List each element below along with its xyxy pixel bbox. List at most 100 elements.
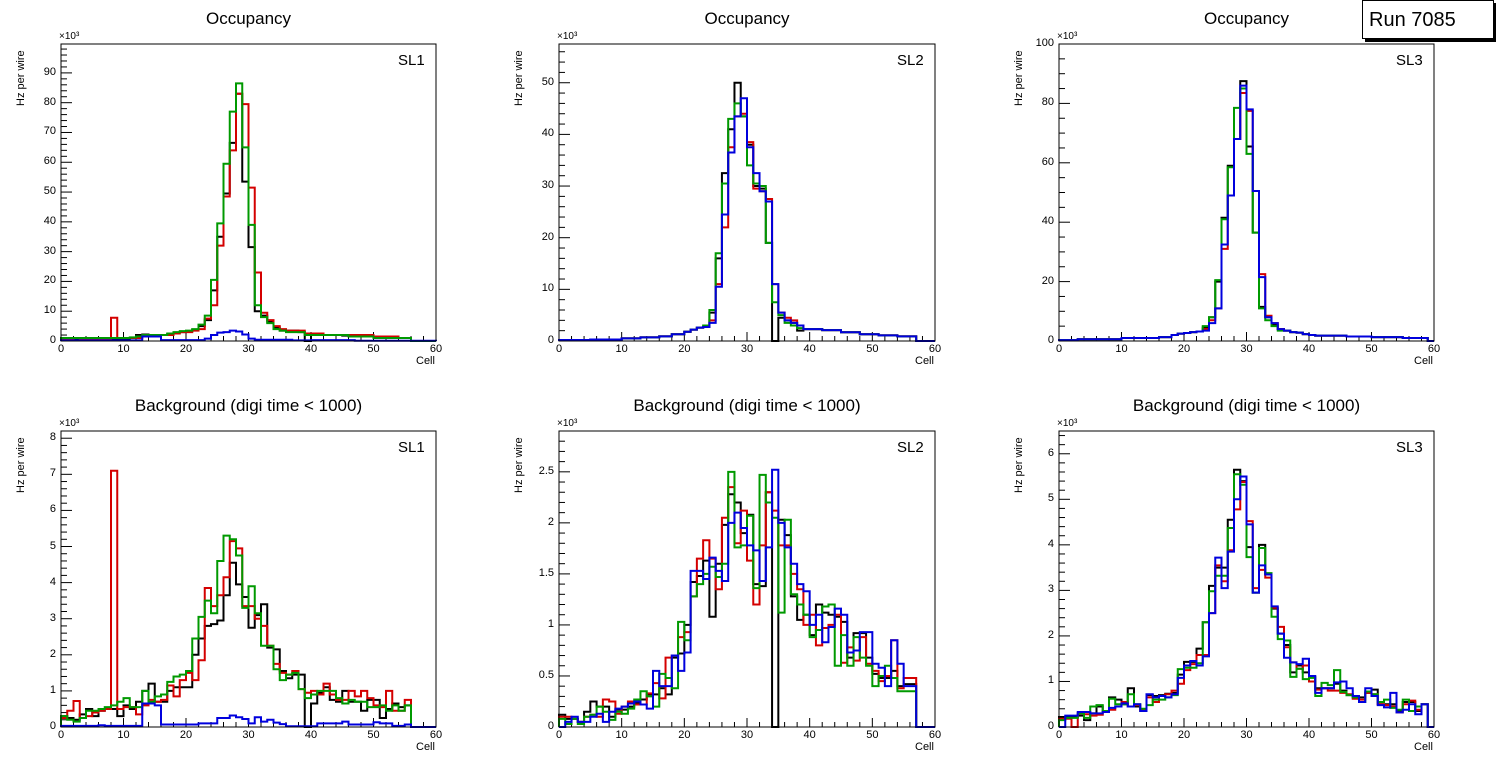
x-tick-label: 50 <box>1365 729 1378 741</box>
histogram-series-line <box>60 702 436 728</box>
x-tick-label: 60 <box>429 729 443 741</box>
y-tick-label: 40 <box>1041 215 1054 228</box>
superlayer-label: SL1 <box>398 52 425 69</box>
y-tick-label: 2 <box>1047 628 1054 641</box>
run-label-box: Run 7085 <box>1362 0 1494 39</box>
x-tick-label: 10 <box>117 343 130 355</box>
x-tick-label: 10 <box>615 343 628 355</box>
x-tick-label: 10 <box>1115 343 1128 355</box>
x-tick-label: 10 <box>615 729 628 741</box>
y-tick-label: 2 <box>547 515 554 528</box>
plot-frame <box>60 430 437 728</box>
histogram-series-line <box>60 534 436 728</box>
y-axis-label: Hz per wire <box>1013 437 1025 493</box>
y-tick-label: 0 <box>49 334 56 346</box>
x-tick-label: 40 <box>1302 729 1316 741</box>
x-tick-label: 0 <box>555 729 563 741</box>
x-tick-label: 50 <box>367 343 380 355</box>
y-tick-label: 0 <box>1047 334 1054 346</box>
y-tick-label: 0 <box>547 334 554 346</box>
y-tick-label: 0.5 <box>538 668 554 681</box>
x-tick-label: 10 <box>117 729 130 741</box>
y-tick-label: 6 <box>1047 446 1054 459</box>
y-axis-multiplier: ×10³ <box>1057 31 1078 42</box>
x-tick-label: 40 <box>803 729 816 741</box>
y-tick-label: 80 <box>1041 96 1054 109</box>
x-tick-label: 60 <box>928 343 942 355</box>
histogram-panel <box>1058 430 1435 728</box>
x-tick-label: 20 <box>1177 343 1191 355</box>
histogram-series-line <box>1058 84 1434 342</box>
y-tick-label: 10 <box>43 304 56 317</box>
y-axis-multiplier: ×10³ <box>557 31 578 42</box>
run-label: Run 7085 <box>1369 9 1456 31</box>
histogram-series-line <box>559 468 935 728</box>
plot-title: Background (digi time < 1000) <box>1132 396 1361 415</box>
y-tick-label: 40 <box>43 214 56 227</box>
x-tick-label: 30 <box>242 343 255 355</box>
x-tick-label: 60 <box>1427 729 1441 741</box>
plot-title: Occupancy <box>205 9 292 28</box>
y-tick-label: 1.5 <box>538 566 554 579</box>
x-tick-label: 40 <box>304 343 318 355</box>
y-tick-label: 7 <box>49 467 56 480</box>
y-tick-label: 70 <box>43 125 56 138</box>
superlayer-label: SL2 <box>897 439 924 456</box>
y-tick-label: 3 <box>1047 583 1054 596</box>
y-tick-label: 50 <box>541 75 554 88</box>
x-axis-label: Cell <box>915 355 934 367</box>
histogram-series-line <box>1058 87 1434 342</box>
y-tick-label: 30 <box>541 179 554 192</box>
x-tick-label: 30 <box>1240 343 1253 355</box>
x-tick-label: 0 <box>57 343 65 355</box>
y-tick-label: 5 <box>1047 492 1054 505</box>
histogram-panel <box>558 43 936 342</box>
x-tick-label: 50 <box>367 729 380 741</box>
y-tick-label: 1 <box>49 683 56 696</box>
y-tick-label: 40 <box>541 127 554 140</box>
histogram-panel <box>558 430 936 728</box>
y-tick-label: 0 <box>1047 720 1054 732</box>
plot-frame <box>558 43 936 342</box>
plot-title: Background (digi time < 1000) <box>633 396 861 415</box>
y-tick-label: 20 <box>541 230 554 243</box>
histogram-series-line <box>60 82 436 342</box>
x-tick-label: 0 <box>1055 729 1063 741</box>
y-axis-multiplier: ×10³ <box>59 31 80 42</box>
plot-title: Background (digi time < 1000) <box>134 396 363 415</box>
x-axis-label: Cell <box>1414 355 1433 367</box>
y-tick-label: 2 <box>49 647 56 660</box>
plot-frame <box>558 430 936 728</box>
y-tick-label: 3 <box>49 611 56 624</box>
plot-title: Occupancy <box>1203 9 1290 28</box>
histogram-series-line <box>558 491 935 728</box>
histogram-panel <box>60 430 437 728</box>
plot-title: Occupancy <box>704 9 790 28</box>
x-axis-label: Cell <box>1414 741 1433 753</box>
y-tick-label: 6 <box>49 503 56 516</box>
y-tick-label: 20 <box>43 274 56 287</box>
x-axis-label: Cell <box>416 741 435 753</box>
plot-frame <box>1058 430 1435 728</box>
y-axis-multiplier: ×10³ <box>557 418 578 429</box>
x-tick-label: 20 <box>179 729 193 741</box>
x-tick-label: 20 <box>179 343 193 355</box>
x-tick-label: 40 <box>1302 343 1316 355</box>
x-tick-label: 10 <box>1115 729 1128 741</box>
histogram-panel <box>60 43 437 342</box>
y-tick-label: 5 <box>49 539 56 552</box>
superlayer-label: SL1 <box>398 439 425 456</box>
histogram-panel <box>1058 43 1435 342</box>
y-tick-label: 80 <box>43 95 56 108</box>
y-tick-label: 0 <box>547 720 554 732</box>
x-tick-label: 60 <box>1427 343 1441 355</box>
y-axis-label: Hz per wire <box>15 437 27 493</box>
superlayer-label: SL3 <box>1396 52 1423 69</box>
x-axis-label: Cell <box>416 355 435 367</box>
y-tick-label: 90 <box>43 65 56 78</box>
y-tick-label: 4 <box>1047 537 1054 550</box>
x-tick-label: 0 <box>1055 343 1063 355</box>
y-tick-label: 20 <box>1041 274 1054 287</box>
y-tick-label: 30 <box>43 244 56 257</box>
